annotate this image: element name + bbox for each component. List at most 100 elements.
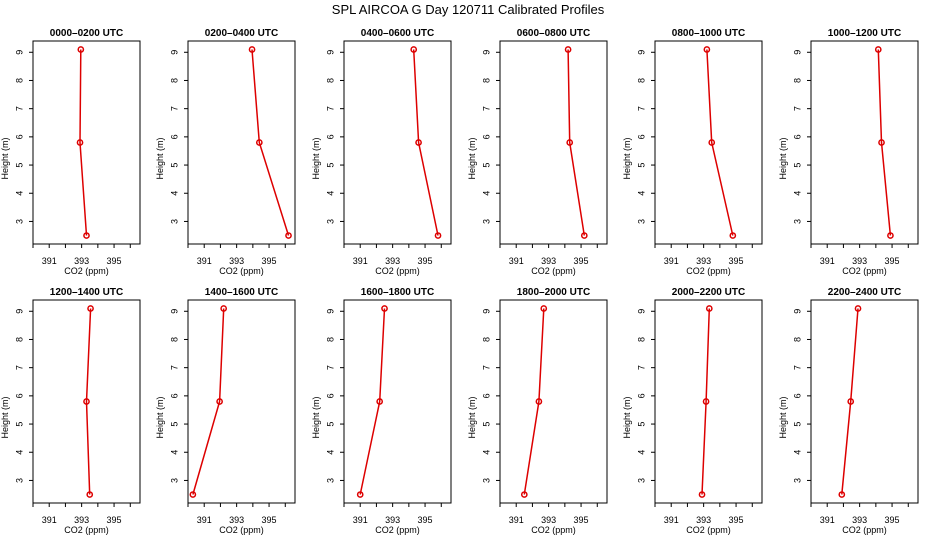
plot-frame: [810, 299, 919, 504]
y-tick-label: 8: [481, 78, 491, 83]
x-axis-label: CO2 (ppm): [219, 266, 264, 276]
series-line: [192, 308, 225, 495]
y-tick-label: 3: [792, 478, 802, 483]
x-tick-label: 391: [42, 256, 57, 266]
data-point: [535, 398, 543, 405]
data-point: [410, 46, 418, 53]
y-axis-label: Height (m): [622, 396, 632, 438]
x-tick-label: 393: [74, 256, 89, 266]
x-tick-label: 395: [885, 515, 900, 525]
data-point: [356, 491, 364, 498]
data-point: [874, 46, 882, 53]
y-tick-label: 4: [14, 191, 24, 196]
y-tick-label: 7: [636, 365, 646, 370]
y-tick-label: 5: [481, 163, 491, 168]
y-tick-label: 4: [169, 191, 179, 196]
x-tick-label: 395: [729, 256, 744, 266]
x-tick-label: 393: [696, 256, 711, 266]
y-tick-label: 5: [169, 163, 179, 168]
y-tick-label: 5: [481, 422, 491, 427]
x-tick-label: 395: [729, 515, 744, 525]
y-tick-label: 7: [325, 106, 335, 111]
y-tick-label: 8: [792, 78, 802, 83]
figure-title: SPL AIRCOA G Day 120711 Calibrated Profi…: [332, 2, 605, 17]
y-axis-label: Height (m): [0, 396, 10, 438]
y-tick-label: 6: [636, 134, 646, 139]
y-tick-label: 7: [325, 365, 335, 370]
y-tick-label: 9: [481, 50, 491, 55]
y-tick-label: 3: [169, 219, 179, 224]
data-point: [76, 139, 84, 146]
data-point: [376, 398, 384, 405]
y-tick-label: 8: [169, 337, 179, 342]
y-tick-label: 4: [325, 191, 335, 196]
y-axis-label: Height (m): [467, 137, 477, 179]
y-tick-label: 5: [792, 422, 802, 427]
y-axis-label: Height (m): [778, 396, 788, 438]
y-tick-label: 9: [792, 309, 802, 314]
data-point: [255, 139, 263, 146]
x-tick-label: 393: [229, 256, 244, 266]
x-tick-label: 393: [229, 515, 244, 525]
x-axis-label: CO2 (ppm): [64, 266, 109, 276]
series-line: [85, 308, 92, 495]
y-axis-label: Height (m): [311, 137, 321, 179]
y-tick-label: 9: [169, 50, 179, 55]
data-point: [83, 398, 90, 405]
panel-title: 0200–0400 UTC: [205, 28, 278, 39]
data-point: [220, 305, 228, 312]
x-tick-label: 391: [197, 256, 212, 266]
data-point: [540, 305, 548, 312]
x-tick-label: 395: [574, 256, 589, 266]
panel-title: 1200–1400 UTC: [50, 287, 123, 298]
y-tick-label: 7: [14, 365, 24, 370]
y-axis-label: Height (m): [311, 396, 321, 438]
y-tick-label: 3: [14, 219, 24, 224]
x-tick-label: 393: [541, 256, 556, 266]
x-tick-label: 395: [107, 256, 122, 266]
x-tick-label: 393: [385, 515, 400, 525]
y-tick-label: 3: [636, 478, 646, 483]
y-tick-label: 6: [325, 393, 335, 398]
data-point: [838, 491, 846, 498]
y-tick-label: 7: [481, 106, 491, 111]
y-tick-label: 5: [636, 163, 646, 168]
y-tick-label: 3: [325, 219, 335, 224]
y-tick-label: 7: [169, 106, 179, 111]
x-axis-label: CO2 (ppm): [842, 525, 887, 535]
data-point: [285, 232, 292, 239]
data-point: [705, 305, 713, 312]
series-line: [701, 308, 711, 495]
y-tick-label: 5: [14, 163, 24, 168]
y-tick-label: 6: [14, 393, 24, 398]
y-axis-label: Height (m): [622, 137, 632, 179]
series-line: [523, 308, 545, 495]
y-tick-label: 4: [636, 450, 646, 455]
data-point: [415, 139, 422, 146]
y-tick-label: 7: [14, 106, 24, 111]
x-tick-label: 393: [852, 515, 867, 525]
y-tick-label: 8: [325, 78, 335, 83]
y-tick-label: 6: [636, 393, 646, 398]
y-tick-label: 5: [14, 422, 24, 427]
x-axis-label: CO2 (ppm): [531, 266, 576, 276]
y-tick-label: 4: [792, 450, 802, 455]
series-line: [841, 308, 859, 495]
y-tick-label: 5: [325, 422, 335, 427]
data-point: [520, 491, 528, 498]
plot-frame: [654, 40, 763, 245]
x-tick-label: 395: [418, 256, 433, 266]
y-tick-label: 6: [792, 134, 802, 139]
x-tick-label: 393: [385, 256, 400, 266]
y-tick-label: 8: [481, 337, 491, 342]
data-point: [83, 232, 90, 239]
panel-title: 0800–1000 UTC: [672, 28, 745, 39]
data-point: [564, 46, 572, 53]
